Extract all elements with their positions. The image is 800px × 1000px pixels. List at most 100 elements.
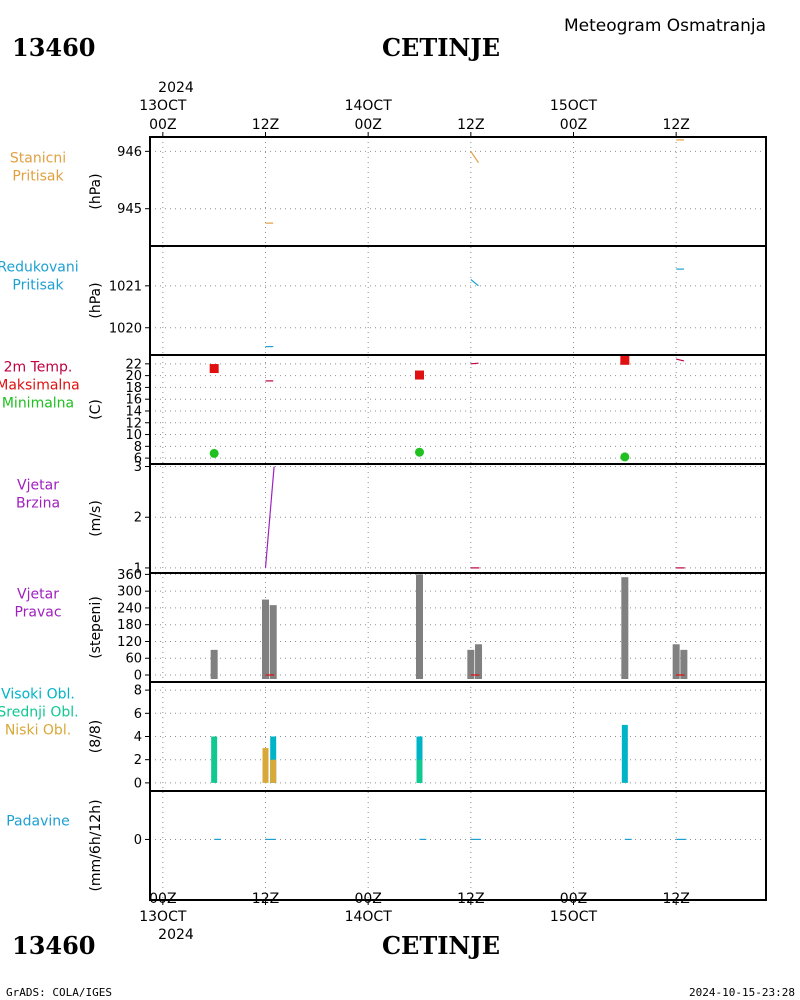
marker-maksimalna-2 [620, 355, 630, 365]
ytick-label: 300 [117, 585, 142, 600]
ytick-label: 18 [125, 381, 142, 396]
ytick-label: 6 [134, 452, 142, 467]
bar-oblaci-2-1 [270, 759, 277, 783]
ytick-label: 1 [134, 561, 142, 576]
bar-oblaci-0-2 [621, 724, 628, 783]
day-label-bottom: 15OCT [550, 909, 598, 925]
ytick-label: 1020 [109, 321, 142, 336]
panel-label: Brzina [16, 496, 60, 512]
panel-label: Vjetar [17, 587, 59, 603]
ytick-label: 22 [125, 357, 142, 372]
line-stanicni-1 [470, 150, 479, 164]
panel-label: Redukovani [0, 260, 79, 276]
bar-pravac-0-2 [269, 605, 277, 680]
ytick-label: 16 [125, 393, 142, 408]
ytick-label: 240 [117, 601, 142, 616]
panel-label: Padavine [6, 814, 70, 830]
hour-label-bottom: 12Z [662, 891, 689, 907]
ytick-label: 12 [125, 416, 142, 431]
ytick-label: 2 [134, 753, 142, 768]
bar-oblaci-1-1 [416, 759, 423, 783]
panel-label: Maksimalna [0, 378, 80, 394]
ytick-label: 0 [134, 776, 142, 791]
year-label-top: 2024 [158, 80, 194, 96]
ytick-label: 0 [134, 833, 142, 848]
panel-label: Minimalna [2, 396, 74, 412]
panel-label: Niski Obl. [5, 723, 71, 739]
panel-label: Vjetar [17, 478, 59, 494]
bar-pravac-0-7 [672, 644, 680, 680]
line-temperatura-extra-1 [470, 362, 479, 365]
bar-pravac-0-6 [621, 577, 629, 680]
bar-oblaci-1-0 [211, 736, 218, 783]
y-axis-label: (hPa) [88, 282, 104, 318]
ytick-label: 945 [117, 202, 142, 217]
hour-label-top: 12Z [252, 117, 279, 133]
panel-label: Pravac [14, 605, 61, 621]
ytick-label: 2 [134, 511, 142, 526]
day-label-top: 14OCT [345, 98, 393, 114]
hour-label-top: 12Z [457, 117, 484, 133]
ytick-label: 120 [117, 635, 142, 650]
panel-label: Srednji Obl. [0, 705, 79, 721]
hour-label-top: 00Z [354, 117, 381, 133]
station-id-top: 13460 [12, 33, 96, 62]
hour-label-top: 00Z [560, 117, 587, 133]
timestamp-text: 2024-10-15-23:28 [689, 986, 795, 999]
panel-frame [149, 790, 767, 901]
panel-frame [149, 463, 767, 574]
y-axis-label: (m/s) [88, 500, 104, 537]
ytick-label: 1021 [109, 279, 142, 294]
panel-oblaci: 0 2 4 6 8 (8/8) Visoki Obl. Srednji Obl. Niski O… [0, 681, 767, 792]
panel-label: Visoki Obl. [1, 687, 75, 703]
ytick-label: 0 [134, 669, 142, 684]
hour-label-top: 00Z [149, 117, 176, 133]
year-label-bottom: 2024 [158, 927, 194, 943]
y-axis-label: (hPa) [88, 173, 104, 209]
ytick-label: 4 [134, 730, 142, 745]
line-brzina-0 [264, 466, 275, 568]
bar-pravac-0-5 [475, 644, 483, 680]
panel-stanicni: 945 946 (hPa) Stanicni Pritisak [10, 136, 767, 247]
panel-label: Pritisak [12, 169, 64, 185]
line-redukovani-1 [470, 279, 479, 287]
day-label-top: 13OCT [139, 98, 187, 114]
hour-label-top: 12Z [662, 117, 689, 133]
hour-label-bottom: 00Z [560, 891, 587, 907]
panel-frame [149, 245, 767, 356]
bar-pravac-0-4 [467, 649, 475, 680]
ytick-label: 3 [134, 460, 142, 475]
ytick-label: 360 [117, 568, 142, 583]
panel-frame [149, 681, 767, 792]
station-name-top: CETINJE [382, 33, 500, 62]
bar-pravac-0-1 [262, 599, 269, 680]
panel-padavine: 0 (mm/6h/12h) Padavine [6, 790, 767, 901]
ytick-label: 6 [134, 707, 142, 722]
y-axis-label: (8/8) [88, 720, 104, 753]
marker-minimalna-2 [620, 452, 630, 462]
marker-minimalna-1 [415, 447, 424, 457]
y-axis-label: (C) [88, 399, 104, 420]
bar-pravac-0-0 [210, 649, 218, 680]
ytick-label: 14 [125, 404, 142, 419]
hour-label-bottom: 12Z [252, 891, 279, 907]
ytick-label: 10 [125, 428, 142, 443]
day-label-top: 15OCT [550, 98, 598, 114]
ytick-label: 8 [134, 440, 142, 455]
panel-label: Stanicni [10, 151, 66, 167]
bar-oblaci-2-0 [262, 748, 269, 783]
panel-brzina: 1 2 3 (m/s) Vjetar Brzina [16, 460, 767, 576]
panels: 945946(hPa)StanicniPritisak10201021(hPa)… [0, 136, 767, 901]
marker-minimalna-0 [209, 448, 219, 458]
station-id-bottom: 13460 [12, 931, 96, 960]
time-axis: 00Z 00Z 13OCT 13OCT 12Z 12Z 00Z 00Z 14OCT 14OCT 12… [139, 98, 690, 925]
panel-label: 2m Temp. [4, 360, 73, 376]
ytick-label: 60 [125, 652, 142, 667]
bar-pravac-0-3 [416, 574, 423, 680]
station-name-bottom: CETINJE [382, 931, 500, 960]
day-label-bottom: 13OCT [139, 909, 187, 925]
ytick-label: 20 [125, 369, 142, 384]
y-axis-label: (mm/6h/12h) [88, 799, 104, 891]
